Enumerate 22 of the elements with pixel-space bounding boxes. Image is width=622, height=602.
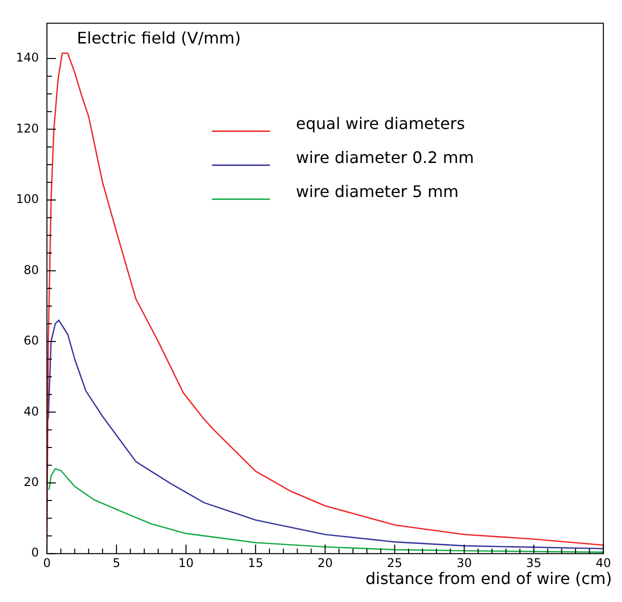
x-axis-title: distance from end of wire (cm) (366, 568, 612, 588)
x-tick-label: 25 (387, 556, 402, 570)
y-tick-label: 0 (31, 546, 39, 560)
x-tick-label: 10 (178, 556, 194, 570)
legend-label: equal wire diameters (296, 114, 465, 134)
y-tick-label: 20 (24, 475, 39, 490)
y-tick-label: 80 (24, 262, 39, 277)
x-tick-label: 15 (248, 556, 264, 570)
x-tick-label: 30 (456, 556, 472, 570)
x-tick-label: 5 (112, 556, 120, 570)
y-tick-label: 40 (24, 404, 39, 418)
x-tick-label: 0 (43, 556, 51, 570)
y-tick-label: 60 (24, 334, 39, 348)
legend-label: wire diameter 0.2 mm (296, 148, 474, 168)
x-tick-label: 35 (526, 556, 542, 570)
y-tick-label: 120 (16, 121, 39, 136)
x-tick-label: 40 (596, 556, 612, 570)
legend-label: wire diameter 5 mm (296, 182, 459, 202)
y-tick-label: 140 (16, 50, 39, 65)
x-tick-label: 20 (317, 556, 333, 570)
y-tick-label: 100 (16, 192, 39, 206)
y-axis-title: Electric field (V/mm) (76, 28, 241, 48)
